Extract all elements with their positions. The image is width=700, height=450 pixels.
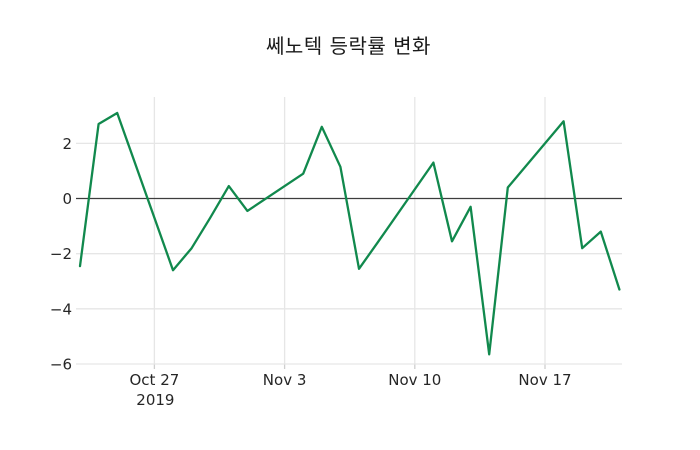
- y-tick-label: −4: [50, 300, 72, 318]
- chart-title: 쎄노텍 등락률 변화: [266, 34, 431, 58]
- y-tick-label: −6: [50, 356, 72, 374]
- y-tick-label: 0: [62, 190, 72, 208]
- y-tick-label: −2: [50, 245, 72, 263]
- x-tick-label: Nov 17: [518, 371, 571, 389]
- x-tick-label: Oct 27: [130, 371, 180, 389]
- x-tick-label: Nov 10: [388, 371, 441, 389]
- data-line: [78, 111, 621, 356]
- x-tick-sublabel: 2019: [136, 391, 174, 409]
- x-tick-label: Nov 3: [263, 371, 307, 389]
- y-tick-label: 2: [62, 135, 72, 153]
